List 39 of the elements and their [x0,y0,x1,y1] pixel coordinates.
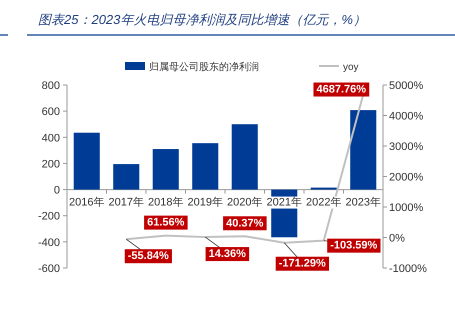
y-tick-label: -600 [38,263,60,275]
x-tick-label: 2022年 [306,196,342,209]
y2-tick-label: 0% [389,232,406,244]
data-label: -55.84% [128,250,169,262]
y-tick-label: 0 [54,184,60,197]
chart-title: 图表25：2023年火电归母净利润及同比增速（亿元，%） [38,12,366,27]
data-label: -171.29% [278,258,326,270]
x-tick-label: 2019年 [188,196,223,209]
data-label: 4687.76% [316,84,366,96]
y-tick-label: 200 [42,158,60,170]
bar [74,132,100,190]
y2-tick-label: 4000% [389,110,424,122]
data-label: 14.36% [208,248,246,260]
x-tick-label: 2020年 [227,196,262,209]
y2-tick-label: 3000% [389,141,424,153]
bar [350,110,376,190]
legend-label: yoy [343,62,359,73]
bar [192,143,218,190]
bar [113,164,140,190]
y-tick-label: 800 [42,80,60,92]
y-tick-label: -200 [38,210,60,223]
x-tick-label: 2023年 [346,196,381,209]
y2-tick-label: -1000% [389,263,428,275]
y2-tick-label: 2000% [389,172,424,184]
data-label: -103.59% [330,240,378,252]
x-tick-label: 2018年 [148,196,184,209]
y2-tick-label: 1000% [389,202,424,214]
y-tick-label: -400 [38,236,60,249]
legend-label: 归属母公司股东的净利润 [149,61,259,73]
y-tick-label: 600 [42,106,60,118]
x-tick-label: 2017年 [108,196,144,209]
x-tick-label: 2016年 [69,196,104,209]
y-tick-label: 400 [42,132,60,144]
data-label: 61.56% [147,216,185,229]
data-label: 40.37% [226,217,264,230]
x-tick-label: 2021年 [266,196,302,209]
bar [152,149,179,190]
y2-tick-label: 5000% [389,80,424,92]
bar [232,124,258,190]
